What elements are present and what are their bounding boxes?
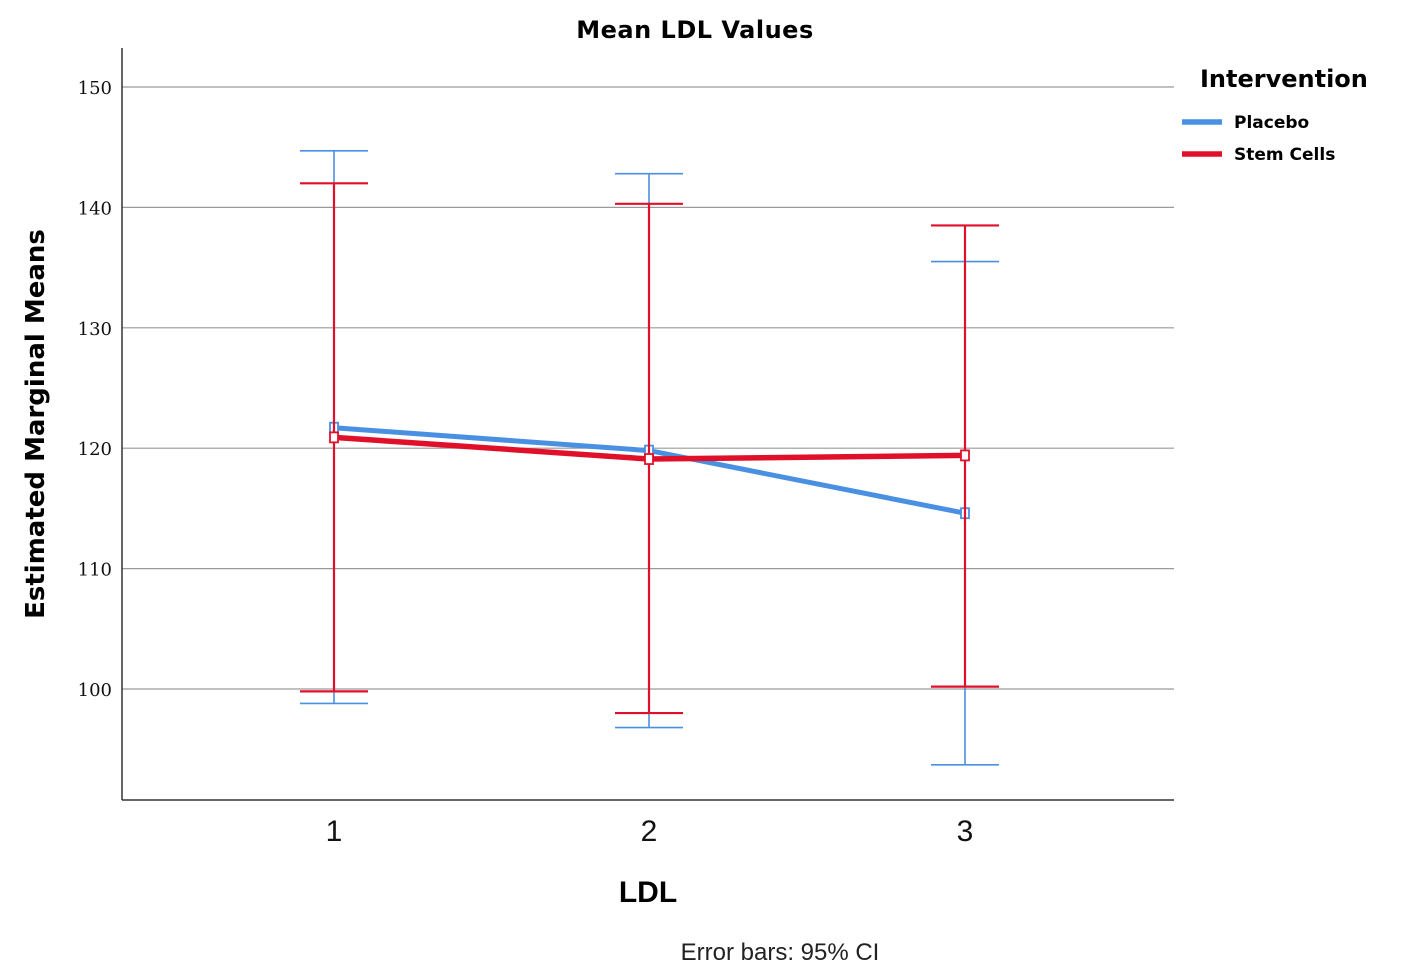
- x-tick-label-2: 2: [641, 815, 658, 848]
- legend-items: Placebo Stem Cells: [1182, 113, 1335, 165]
- chart-title: Mean LDL Values: [576, 16, 814, 44]
- x-tick-label-3: 3: [957, 815, 974, 848]
- y-tick-label-150: 150: [78, 78, 112, 99]
- y-axis-title: Estimated Marginal Means: [21, 229, 51, 619]
- point-stem-cells-1: [329, 431, 339, 444]
- y-tick-labels: 100 110 120 130 140 150: [78, 78, 112, 701]
- series-stem-cells: [300, 182, 999, 715]
- legend-title: Intervention: [1200, 65, 1368, 93]
- series-layer: [300, 150, 999, 766]
- x-tick-label-1: 1: [326, 815, 343, 848]
- legend-label-stem-cells: Stem Cells: [1234, 145, 1335, 165]
- y-tick-label-140: 140: [78, 198, 112, 219]
- error-bars-footnote: Error bars: 95% CI: [681, 939, 880, 966]
- y-tick-label-120: 120: [78, 439, 112, 460]
- y-tick-label-100: 100: [78, 680, 112, 701]
- x-tick-labels: 1 2 3: [326, 815, 974, 848]
- point-stem-cells-2: [644, 453, 654, 465]
- x-axis-title: LDL: [619, 876, 677, 909]
- legend-item-placebo: Placebo: [1182, 113, 1309, 133]
- y-tick-label-110: 110: [78, 560, 112, 581]
- y-tick-label-130: 130: [78, 319, 112, 340]
- point-stem-cells-3: [960, 449, 970, 462]
- legend-item-stem-cells: Stem Cells: [1182, 145, 1335, 165]
- legend: Intervention Placebo Stem Cells: [1182, 65, 1368, 165]
- legend-label-placebo: Placebo: [1234, 113, 1309, 133]
